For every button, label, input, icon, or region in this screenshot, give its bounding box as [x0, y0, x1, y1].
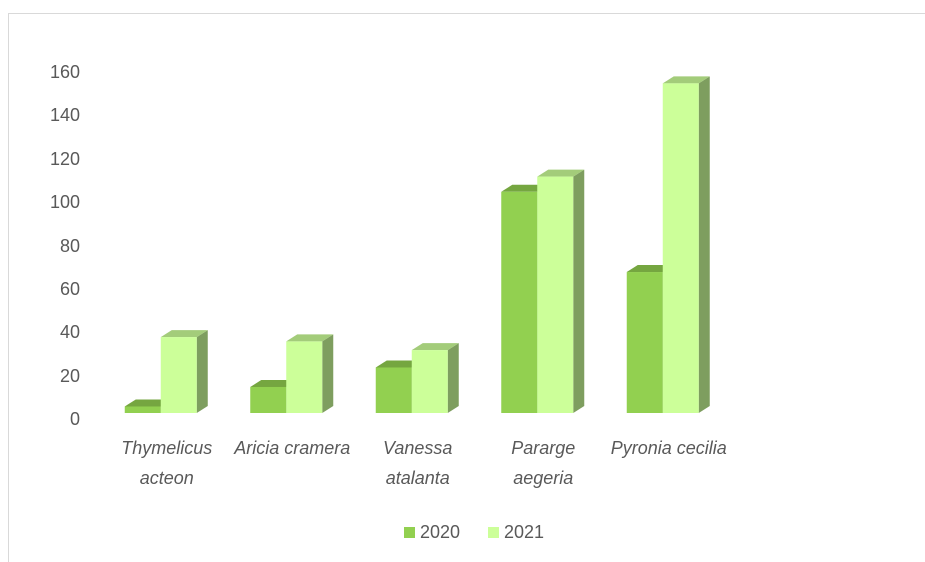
bar-side	[196, 330, 208, 413]
bar-top	[626, 265, 674, 273]
x-tick-label: Aricia cramera	[234, 438, 351, 458]
y-tick-label: 0	[69, 409, 80, 429]
bar-side	[698, 76, 710, 413]
bar-top	[501, 184, 549, 192]
bar	[501, 191, 538, 413]
y-tick-label: 20	[59, 365, 80, 386]
y-tick-label: 140	[49, 105, 80, 126]
bar-side	[573, 169, 585, 413]
legend-label: 2020	[420, 522, 461, 542]
bar-top	[411, 343, 459, 351]
legend-swatch	[488, 527, 499, 538]
bar-top	[286, 334, 334, 342]
y-tick-label: 160	[49, 62, 80, 82]
bar	[375, 367, 412, 413]
y-tick-label: 60	[59, 278, 80, 299]
x-tick-label: Vanessa atalanta	[383, 438, 453, 488]
y-tick-label: 120	[49, 148, 80, 169]
bar	[160, 337, 197, 413]
legend-label: 2021	[504, 522, 545, 542]
x-tick-label: Pararge aegeria	[511, 438, 576, 488]
bar-side	[447, 343, 459, 413]
bar	[626, 272, 663, 413]
chart-border	[8, 13, 925, 562]
bar	[662, 83, 699, 413]
bar-top	[160, 330, 208, 338]
bar-top	[250, 379, 298, 387]
bar-top	[124, 399, 172, 407]
bar-top	[537, 169, 585, 177]
bar	[286, 341, 323, 413]
bar	[537, 176, 574, 413]
y-tick-label: 100	[49, 192, 80, 213]
legend-swatch	[404, 527, 415, 538]
x-tick-label: Pyronia cecilia	[610, 438, 727, 458]
y-tick-label: 40	[59, 322, 80, 343]
bar-side	[322, 334, 334, 413]
bar	[250, 386, 287, 413]
x-tick-label: Thymelicus acteon	[121, 438, 213, 488]
y-tick-label: 80	[59, 235, 80, 256]
bar	[411, 350, 448, 413]
bar-top	[375, 360, 423, 368]
bar-top	[662, 76, 710, 84]
bar	[124, 406, 161, 413]
